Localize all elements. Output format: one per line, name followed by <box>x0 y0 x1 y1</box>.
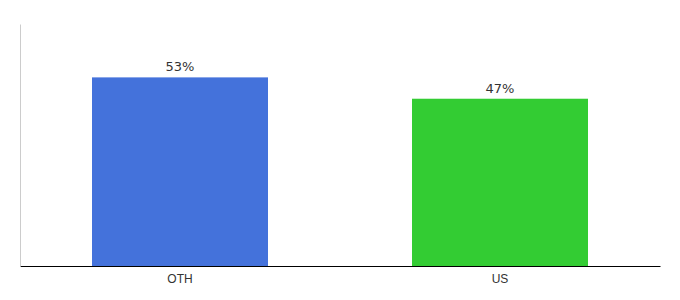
chart: OTH US 53% 47% <box>0 0 680 300</box>
y-axis-line <box>20 25 21 267</box>
data-labels: 53% 47% <box>166 59 515 95</box>
bar <box>92 77 268 266</box>
data-label: 53% <box>166 59 195 74</box>
bar <box>412 99 588 266</box>
plot: OTH US 53% 47% <box>21 25 661 286</box>
x-axis: OTH US <box>21 267 661 286</box>
x-tick: OTH <box>167 272 192 286</box>
x-tick-label: OTH <box>167 272 192 286</box>
data-label: 47% <box>486 81 515 96</box>
y-axis <box>20 25 21 267</box>
bars <box>92 77 588 266</box>
x-axis-line <box>21 266 661 267</box>
x-tick-label: US <box>492 272 509 286</box>
x-tick: US <box>492 272 509 286</box>
